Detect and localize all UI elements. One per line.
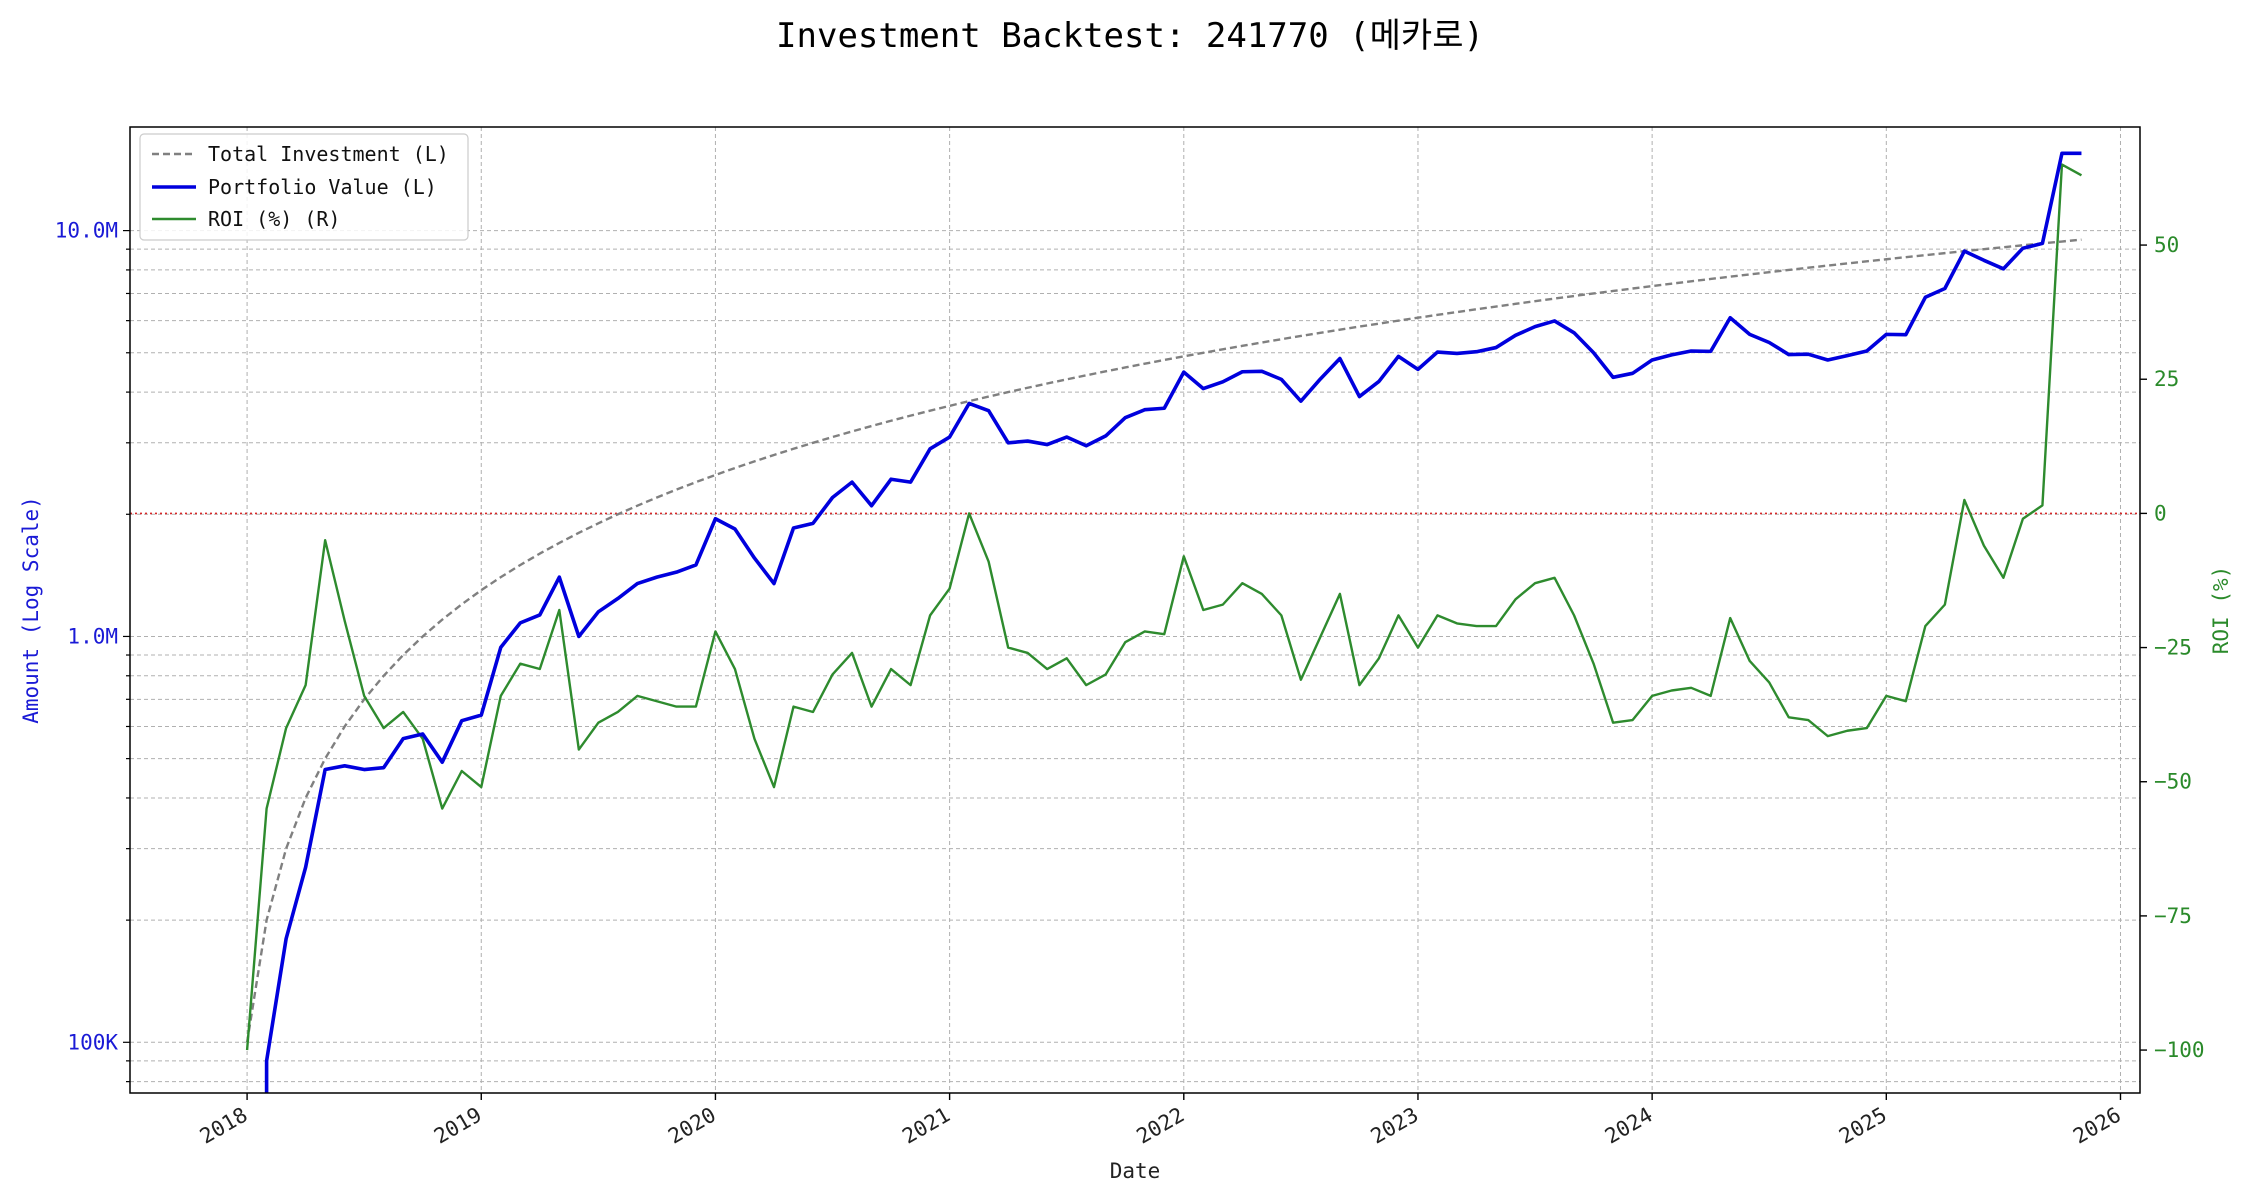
series-roi xyxy=(245,163,2083,1051)
right-axis-ticks: −100 −75 −50 −25 0 25 50 xyxy=(2140,233,2205,1062)
legend-label-roi: ROI (%) (R) xyxy=(208,207,340,231)
left-axis-ticks: 100K 1.0M 10.0M xyxy=(55,219,130,1083)
x-tick-label: 2022 xyxy=(1132,1103,1188,1149)
plot-series xyxy=(245,151,2083,1093)
x-tick-label: 2024 xyxy=(1601,1103,1657,1149)
left-axis-label: Amount (Log Scale) xyxy=(19,496,43,724)
right-tick-label: −25 xyxy=(2154,636,2192,660)
right-tick-label: 0 xyxy=(2154,501,2167,525)
chart-title: Investment Backtest: 241770 (메카로) xyxy=(776,16,1484,56)
right-tick-label: −75 xyxy=(2154,904,2192,928)
x-tick-label: 2021 xyxy=(898,1103,954,1149)
x-tick-label: 2026 xyxy=(2069,1103,2125,1149)
plot-frame xyxy=(129,126,2141,1094)
right-tick-label: −100 xyxy=(2154,1038,2205,1062)
x-tick-label: 2019 xyxy=(430,1103,486,1149)
right-tick-label: 50 xyxy=(2154,233,2179,257)
legend-box xyxy=(139,133,469,241)
legend: Total Investment (L) Portfolio Value (L)… xyxy=(139,133,469,241)
series-portfolio-value xyxy=(264,151,2082,1093)
x-axis-ticks: 2018 2019 2020 2021 2022 2023 2024 2025 2026 xyxy=(196,1093,2125,1149)
x-tick-label: 2018 xyxy=(196,1103,252,1149)
x-axis-label: Date xyxy=(1110,1159,1161,1183)
gridlines xyxy=(130,127,2140,1093)
right-tick-label: 25 xyxy=(2154,367,2179,391)
left-tick-label: 100K xyxy=(67,1030,118,1054)
legend-label-total-investment: Total Investment (L) xyxy=(208,142,449,166)
left-tick-label: 1.0M xyxy=(67,624,118,648)
right-axis-label: ROI (%) xyxy=(2209,566,2233,655)
x-tick-label: 2025 xyxy=(1835,1103,1891,1149)
legend-label-portfolio-value: Portfolio Value (L) xyxy=(208,175,437,199)
left-tick-label: 10.0M xyxy=(55,219,118,243)
series-total-investment xyxy=(245,238,2082,1043)
x-tick-label: 2023 xyxy=(1367,1103,1423,1149)
x-tick-label: 2020 xyxy=(664,1103,720,1149)
right-tick-label: −50 xyxy=(2154,770,2192,794)
